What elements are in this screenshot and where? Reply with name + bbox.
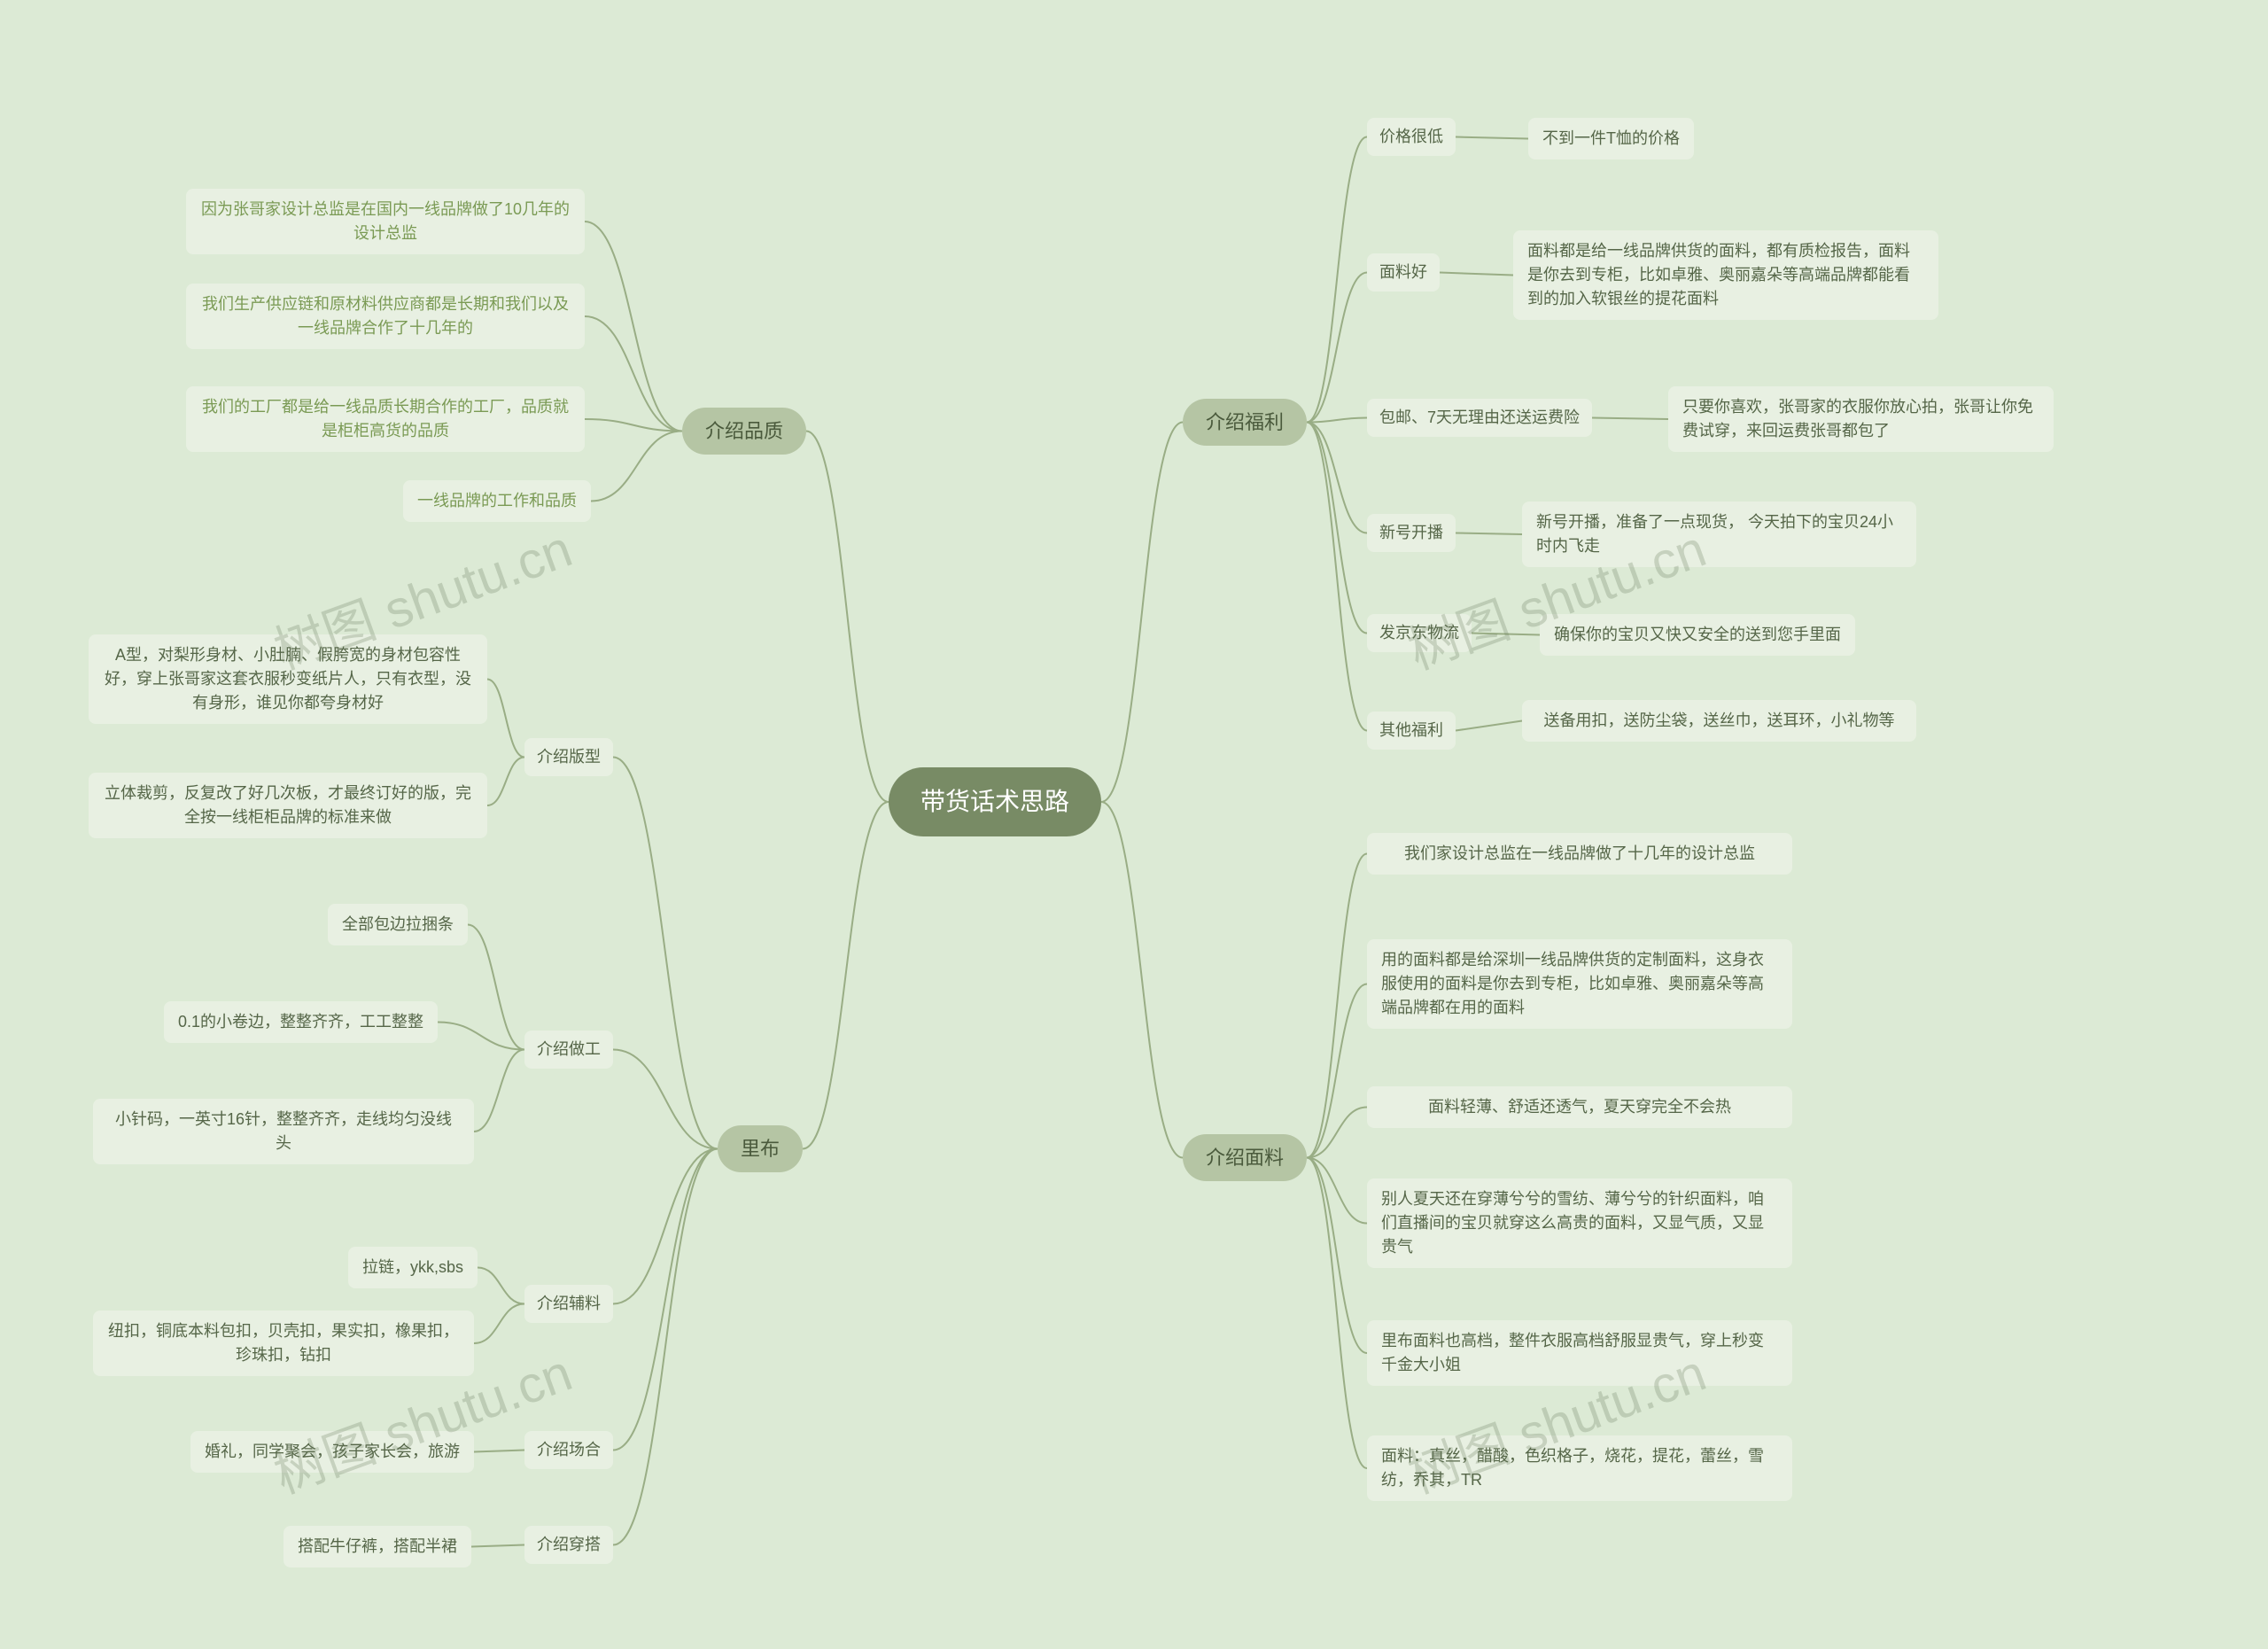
branch-fabric-label: 介绍面料	[1206, 1143, 1284, 1172]
leaf-work-0: 全部包边拉捆条	[328, 904, 468, 945]
leaf-newlive-0: 新号开播，准备了一点现货， 今天拍下的宝贝24小时内飞走	[1522, 502, 1916, 567]
leaf-style-1: 立体裁剪，反复改了好几次板，才最终订好的版，完全按一线柜柜品牌的标准来做	[89, 773, 487, 838]
root-label: 带货话术思路	[920, 783, 1069, 821]
leaf-quality-3: 一线品牌的工作和品质	[403, 480, 591, 522]
sub-work[interactable]: 介绍做工	[524, 1031, 613, 1069]
leaf-jd-0: 确保你的宝贝又快又安全的送到您手里面	[1540, 614, 1855, 656]
sub-newlive[interactable]: 新号开播	[1367, 514, 1456, 552]
leaf-style-0: A型，对梨形身材、小肚腩、假胯宽的身材包容性好，穿上张哥家这套衣服秒变纸片人，只…	[89, 634, 487, 724]
sub-ship[interactable]: 包邮、7天无理由还送运费险	[1367, 399, 1592, 437]
leaf-fabric-good-0: 面料都是给一线品牌供货的面料，都有质检报告，面料是你去到专柜，比如卓雅、奥丽嘉朵…	[1513, 230, 1938, 320]
leaf-quality-1: 我们生产供应链和原材料供应商都是长期和我们以及一线品牌合作了十几年的	[186, 284, 585, 349]
leaf-fabric-0: 我们家设计总监在一线品牌做了十几年的设计总监	[1367, 833, 1792, 875]
branch-lining[interactable]: 里布	[718, 1125, 803, 1172]
sub-fabric-good[interactable]: 面料好	[1367, 253, 1440, 292]
leaf-price-0: 不到一件T恤的价格	[1528, 118, 1694, 159]
sub-occasion[interactable]: 介绍场合	[524, 1431, 613, 1469]
leaf-work-2: 小针码，一英寸16针，整整齐齐，走线均匀没线头	[93, 1099, 474, 1164]
branch-benefit[interactable]: 介绍福利	[1183, 399, 1307, 446]
sub-style[interactable]: 介绍版型	[524, 738, 613, 776]
leaf-acc-0: 拉链，ykk,sbs	[348, 1247, 478, 1288]
leaf-fabric-3: 别人夏天还在穿薄兮兮的雪纺、薄兮兮的针织面料，咱们直播间的宝贝就穿这么高贵的面料…	[1367, 1178, 1792, 1268]
leaf-fabric-4: 里布面料也高档，整件衣服高档舒服显贵气，穿上秒变千金大小姐	[1367, 1320, 1792, 1386]
branch-fabric[interactable]: 介绍面料	[1183, 1134, 1307, 1181]
leaf-other-0: 送备用扣，送防尘袋，送丝巾，送耳环，小礼物等	[1522, 700, 1916, 742]
leaf-match-0: 搭配牛仔裤，搭配半裙	[284, 1526, 471, 1567]
sub-match[interactable]: 介绍穿搭	[524, 1526, 613, 1564]
root-node[interactable]: 带货话术思路	[889, 767, 1101, 836]
branch-quality[interactable]: 介绍品质	[682, 408, 806, 455]
branch-lining-label: 里布	[741, 1134, 780, 1163]
sub-price[interactable]: 价格很低	[1367, 118, 1456, 156]
leaf-work-1: 0.1的小卷边，整整齐齐，工工整整	[164, 1001, 438, 1043]
branch-quality-label: 介绍品质	[705, 416, 783, 446]
leaf-occasion-0: 婚礼，同学聚会，孩子家长会，旅游	[190, 1431, 474, 1473]
leaf-quality-0: 因为张哥家设计总监是在国内一线品牌做了10几年的设计总监	[186, 189, 585, 254]
branch-benefit-label: 介绍福利	[1206, 408, 1284, 437]
leaf-acc-1: 纽扣，铜底本料包扣，贝壳扣，果实扣，橡果扣，珍珠扣，钻扣	[93, 1311, 474, 1376]
sub-other[interactable]: 其他福利	[1367, 712, 1456, 750]
leaf-quality-2: 我们的工厂都是给一线品质长期合作的工厂，品质就是柜柜高货的品质	[186, 386, 585, 452]
leaf-fabric-1: 用的面料都是给深圳一线品牌供货的定制面料，这身衣服使用的面料是你去到专柜，比如卓…	[1367, 939, 1792, 1029]
leaf-ship-0: 只要你喜欢，张哥家的衣服你放心拍，张哥让你免费试穿，来回运费张哥都包了	[1668, 386, 2054, 452]
sub-acc[interactable]: 介绍辅料	[524, 1285, 613, 1323]
leaf-fabric-2: 面料轻薄、舒适还透气，夏天穿完全不会热	[1367, 1086, 1792, 1128]
sub-jd[interactable]: 发京东物流	[1367, 614, 1472, 652]
leaf-fabric-5: 面料：真丝，醋酸，色织格子，烧花，提花，蕾丝，雪纺，乔其，TR	[1367, 1435, 1792, 1501]
